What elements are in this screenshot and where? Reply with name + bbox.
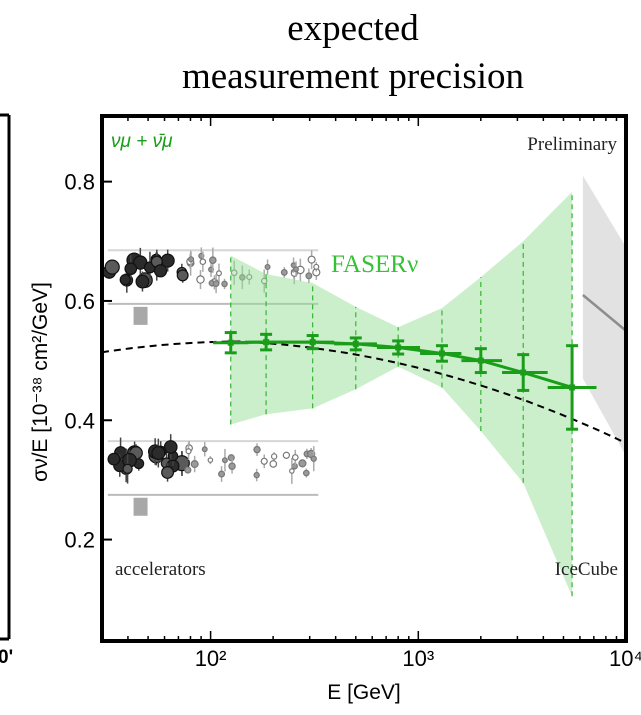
data-point [263,339,270,346]
preliminary-label: Preliminary [527,134,617,155]
accelerator-point [216,270,222,277]
accelerator-point [264,264,271,271]
accelerator-point [282,451,291,459]
y-tick-label: 0.8 [64,170,95,195]
accelerator-point [253,471,260,479]
x-tick-label: 10⁴ [609,646,641,671]
icecube-range-shape [582,175,626,457]
accelerator-point [190,460,199,469]
data-point [520,369,527,376]
icecube-central-line [582,294,626,332]
accelerator-point [187,256,195,263]
accelerator-point [122,463,133,475]
accelerator-point [221,280,228,288]
data-point [569,384,576,391]
x-axis-label: E [GeV] [327,681,401,704]
accelerator-point [307,255,316,264]
x-tick-label: 10³ [402,646,434,671]
icecube-band [582,175,626,457]
data-points-layer [213,331,597,431]
accelerator-point [302,469,310,477]
accelerators-label: accelerators [115,559,206,580]
accelerator-point [280,268,288,276]
accelerator-point [298,459,307,468]
data-point [438,350,445,357]
accelerator-point [270,453,278,460]
accelerator-point [201,446,208,453]
accelerator-point [207,457,214,463]
accelerator-point [185,448,192,455]
accelerator-point [107,452,121,466]
neighbor-tick-label: 0' [0,647,13,668]
accelerator-point [161,466,175,479]
plot-frame [100,114,628,643]
accelerator-point [208,256,217,265]
accelerator-point [196,275,205,284]
data-point [477,357,484,364]
accelerator-point [305,272,313,280]
accelerator-square-marker [133,497,148,516]
precision-band [230,191,573,597]
accelerator-square-marker [133,306,148,325]
accelerator-point [176,269,189,282]
accelerator-point [310,455,317,462]
accelerator-point [269,460,278,468]
y-tick-label: 0.2 [64,528,95,553]
accelerator-point [313,263,320,270]
data-point [352,340,359,347]
accelerator-point [289,468,295,474]
y-tick-label: 0.6 [64,289,95,314]
accelerator-point [153,264,168,278]
expectation-curve [102,340,626,445]
accelerator-point [227,454,235,462]
icecube-label: IceCube [555,559,618,580]
accelerator-point [253,445,261,454]
plot-area: 0.2 0.4 0.6 0.8 10² 10³ 10⁴ νμ + ν̄μ Prelimina… [64,114,641,671]
title-line-1: expected [287,8,419,49]
accelerator-point [104,259,120,275]
accelerator-point [151,446,166,461]
data-point [227,339,234,346]
accelerator-point [260,457,268,465]
accelerator-point [199,258,207,266]
x-tick-label: 10² [195,646,227,671]
series-label: νμ + ν̄μ [111,131,173,152]
accelerator-point [184,466,192,474]
accelerator-point [135,274,150,289]
faser-label: FASERν [331,251,418,278]
accelerator-point [221,457,228,464]
accelerator-point [218,470,226,478]
expectation-curve-layer [102,340,626,445]
y-axis-label: σν/E [10⁻³⁸ cm²/GeV] [29,282,52,482]
ticks-layer: 0.2 0.4 0.6 0.8 10² 10³ 10⁴ [64,116,641,671]
title-line-2: measurement precision [182,56,524,97]
accelerator-point [228,462,236,470]
accelerator-point [293,266,299,273]
accelerator-point [291,454,299,461]
accelerator-point [119,274,131,286]
data-point [309,339,316,346]
data-point [395,344,402,351]
accelerator-point [212,280,220,287]
accelerator-point [124,262,138,276]
neighbor-panel-fragment: 0' [0,113,13,668]
y-tick-label: 0.4 [64,408,95,433]
